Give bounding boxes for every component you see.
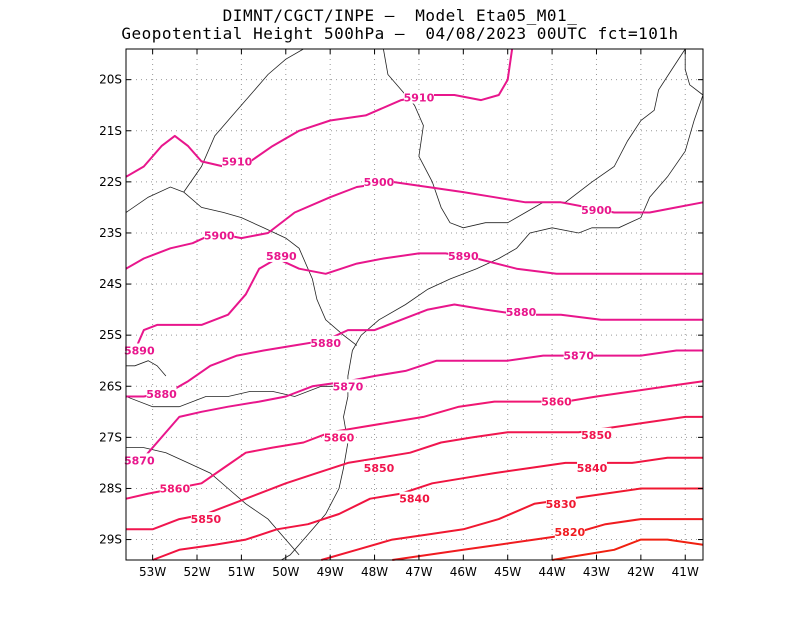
- contour-label-bg: [221, 154, 252, 168]
- contour-label: 5900: [204, 230, 235, 243]
- boundary-line: [352, 94, 704, 351]
- lat-tick-label: 21S: [99, 124, 122, 138]
- contour-5820: [392, 518, 703, 561]
- contour-label-bg: [577, 461, 608, 475]
- coastline-boundaries: [125, 48, 704, 561]
- contour-label-bg: [554, 524, 585, 538]
- contour-label: 5890: [266, 250, 297, 263]
- contour-label-bg: [146, 386, 177, 400]
- contour-label: 5850: [364, 462, 395, 475]
- lon-tick-label: 47W: [405, 565, 432, 579]
- contour-5890: [133, 252, 703, 351]
- contour-label: 5890: [124, 344, 155, 357]
- contour-label-bg: [324, 430, 355, 444]
- contour-label: 5860: [324, 431, 355, 444]
- contour-label-bg: [581, 202, 612, 216]
- lat-tick-label: 29S: [99, 533, 122, 547]
- contour-5880: [126, 303, 703, 398]
- contour-label-bg: [159, 481, 190, 495]
- lat-tick-label: 23S: [99, 226, 122, 240]
- lat-tick-label: 22S: [99, 175, 122, 189]
- lon-tick-label: 53W: [139, 565, 166, 579]
- boundary-line: [126, 360, 167, 377]
- contour-label-bg: [448, 248, 479, 262]
- contour-5830: [321, 487, 703, 561]
- lon-tick-label: 48W: [361, 565, 388, 579]
- contour-5860: [125, 380, 704, 500]
- contour-label: 5900: [364, 176, 395, 189]
- lat-tick-label: 27S: [99, 430, 122, 444]
- contour-label: 5880: [310, 337, 341, 350]
- lon-tick-label: 49W: [317, 565, 344, 579]
- lon-tick-label: 45W: [494, 565, 521, 579]
- contour-label-bg: [545, 496, 576, 510]
- contour-label: 5890: [448, 250, 479, 263]
- contour-label: 5840: [399, 493, 430, 506]
- lon-tick-label: 41W: [672, 565, 699, 579]
- contour-labels: 5910 5910 5900 5900 5900 5890 5890 5890 5880 5880…: [124, 90, 612, 539]
- contour-label: 5840: [577, 462, 608, 475]
- contour-label: 5820: [555, 526, 586, 539]
- contour-label: 5880: [506, 306, 537, 319]
- contour-5900: [125, 180, 704, 270]
- contour-label: 5870: [124, 454, 155, 467]
- contour-5910: [125, 48, 514, 178]
- contour-label-bg: [403, 90, 434, 104]
- lon-tick-label: 52W: [183, 565, 210, 579]
- lon-tick-label: 50W: [272, 565, 299, 579]
- lon-tick-label: 44W: [539, 565, 566, 579]
- boundary-line: [684, 49, 704, 96]
- contour-5870: [125, 349, 703, 464]
- contour-label: 5830: [546, 498, 577, 511]
- contour-label-bg: [506, 305, 537, 319]
- contour-label: 5900: [581, 204, 612, 217]
- contour-label-bg: [310, 335, 341, 349]
- boundary-line: [183, 191, 358, 346]
- map-frame: [125, 48, 704, 561]
- contour-label-bg: [124, 343, 155, 357]
- contour-label: 5860: [541, 396, 572, 409]
- contour-label-bg: [581, 427, 612, 441]
- contour-label: 5870: [563, 350, 594, 363]
- contour-label-bg: [399, 491, 430, 505]
- contour-label-bg: [124, 453, 155, 467]
- lat-tick-label: 24S: [99, 277, 122, 291]
- lon-tick-label: 46W: [450, 565, 477, 579]
- lat-tick-label: 26S: [99, 379, 122, 393]
- boundary-line: [125, 186, 184, 213]
- contour-label: 5860: [160, 482, 191, 495]
- contour-label: 5910: [404, 92, 435, 105]
- lat-tick-label: 20S: [99, 73, 122, 87]
- lon-tick-label: 42W: [627, 565, 654, 579]
- contour-label-bg: [190, 512, 221, 526]
- contour-label-bg: [332, 379, 363, 393]
- contour-label: 5850: [581, 429, 612, 442]
- boundary-line: [183, 48, 304, 193]
- contour-label-bg: [363, 461, 394, 475]
- lat-tick-label: 25S: [99, 328, 122, 342]
- contour-label-bg: [266, 248, 297, 262]
- lat-tick-label: 28S: [99, 481, 122, 495]
- contour-label-bg: [541, 394, 572, 408]
- contour-label: 5880: [146, 388, 177, 401]
- boundary-line: [125, 385, 348, 408]
- contour-label: 5850: [191, 513, 222, 526]
- contour-label-bg: [563, 348, 594, 362]
- contour-5810: [551, 538, 704, 561]
- contour-5840: [152, 456, 703, 561]
- lon-tick-label: 43W: [583, 565, 610, 579]
- grid-lines: [126, 49, 703, 560]
- axis-ticks: 20S 21S 22S 23S 24S 25S 26S 27S 28S 29S 53W 52W 51W 5…: [99, 49, 703, 579]
- lon-tick-label: 51W: [228, 565, 255, 579]
- contour-label-bg: [363, 174, 394, 188]
- contour-label-bg: [204, 228, 235, 242]
- contour-label: 5910: [222, 155, 253, 168]
- contour-label: 5870: [333, 380, 364, 393]
- geopotential-contours: [125, 48, 704, 561]
- map-title-line2: Geopotential Height 500hPa — 04/08/2023 …: [121, 24, 679, 43]
- boundary-line: [383, 48, 686, 229]
- map-title-line1: DIMNT/CGCT/INPE — Model Eta05_M01_: [222, 6, 578, 25]
